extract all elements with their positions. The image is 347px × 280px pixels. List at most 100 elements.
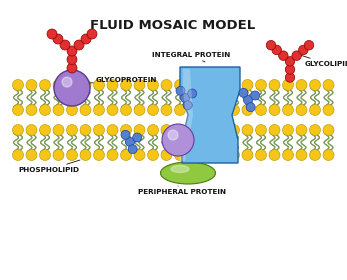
Circle shape — [282, 150, 294, 160]
Circle shape — [183, 101, 192, 110]
Circle shape — [26, 104, 37, 115]
Circle shape — [292, 51, 302, 60]
Circle shape — [162, 124, 194, 156]
Circle shape — [12, 80, 24, 90]
Circle shape — [229, 104, 239, 115]
Circle shape — [244, 95, 253, 104]
Circle shape — [188, 80, 199, 90]
Circle shape — [323, 125, 334, 136]
Circle shape — [161, 125, 172, 136]
Circle shape — [285, 73, 295, 82]
Circle shape — [93, 80, 104, 90]
Circle shape — [53, 80, 64, 90]
Text: INTEGRAL PROTEIN: INTEGRAL PROTEIN — [152, 52, 230, 62]
Circle shape — [242, 80, 253, 90]
Text: PHOSPHOLIPID: PHOSPHOLIPID — [18, 160, 80, 173]
Circle shape — [229, 150, 239, 160]
Circle shape — [202, 104, 212, 115]
Circle shape — [188, 104, 199, 115]
Circle shape — [168, 130, 178, 140]
Circle shape — [215, 150, 226, 160]
Circle shape — [175, 104, 186, 115]
Circle shape — [40, 125, 51, 136]
Circle shape — [67, 63, 77, 73]
Circle shape — [304, 40, 314, 50]
Circle shape — [242, 150, 253, 160]
Polygon shape — [179, 69, 193, 161]
Circle shape — [40, 80, 51, 90]
Circle shape — [53, 150, 64, 160]
Circle shape — [269, 80, 280, 90]
Circle shape — [67, 150, 77, 160]
Circle shape — [81, 34, 91, 44]
Circle shape — [54, 70, 90, 106]
Ellipse shape — [171, 165, 189, 172]
Circle shape — [147, 104, 159, 115]
Circle shape — [310, 150, 321, 160]
Circle shape — [80, 125, 91, 136]
Circle shape — [60, 40, 70, 50]
Circle shape — [12, 150, 24, 160]
Circle shape — [310, 104, 321, 115]
Circle shape — [298, 45, 308, 55]
Circle shape — [282, 125, 294, 136]
Circle shape — [296, 104, 307, 115]
Circle shape — [323, 80, 334, 90]
Circle shape — [202, 80, 212, 90]
Circle shape — [121, 130, 130, 139]
Circle shape — [215, 80, 226, 90]
Circle shape — [147, 125, 159, 136]
Circle shape — [134, 125, 145, 136]
Circle shape — [93, 104, 104, 115]
Circle shape — [251, 91, 260, 100]
Circle shape — [40, 104, 51, 115]
Circle shape — [53, 104, 64, 115]
Circle shape — [285, 57, 295, 66]
Circle shape — [62, 77, 72, 87]
Circle shape — [93, 125, 104, 136]
Circle shape — [47, 29, 57, 39]
Circle shape — [133, 133, 142, 142]
Text: FLUID MOSAIC MODEL: FLUID MOSAIC MODEL — [90, 19, 256, 32]
Circle shape — [147, 80, 159, 90]
Circle shape — [80, 150, 91, 160]
Circle shape — [242, 125, 253, 136]
Circle shape — [74, 40, 84, 50]
Circle shape — [161, 80, 172, 90]
Circle shape — [26, 80, 37, 90]
Polygon shape — [180, 67, 240, 163]
Circle shape — [310, 125, 321, 136]
Circle shape — [255, 150, 266, 160]
Circle shape — [67, 80, 77, 90]
Circle shape — [215, 125, 226, 136]
Circle shape — [175, 80, 186, 90]
Circle shape — [67, 104, 77, 115]
Circle shape — [161, 104, 172, 115]
Circle shape — [188, 150, 199, 160]
Circle shape — [120, 80, 132, 90]
Circle shape — [12, 125, 24, 136]
Circle shape — [279, 51, 288, 60]
Circle shape — [175, 125, 186, 136]
Circle shape — [202, 150, 212, 160]
Circle shape — [107, 150, 118, 160]
Circle shape — [282, 104, 294, 115]
Circle shape — [67, 46, 77, 56]
Circle shape — [202, 125, 212, 136]
Circle shape — [296, 80, 307, 90]
Circle shape — [67, 125, 77, 136]
Circle shape — [120, 104, 132, 115]
Circle shape — [80, 80, 91, 90]
Circle shape — [134, 150, 145, 160]
Circle shape — [310, 80, 321, 90]
Circle shape — [269, 150, 280, 160]
Circle shape — [128, 145, 137, 154]
Circle shape — [215, 104, 226, 115]
Circle shape — [242, 104, 253, 115]
Circle shape — [120, 125, 132, 136]
Circle shape — [87, 29, 97, 39]
Circle shape — [134, 80, 145, 90]
Circle shape — [80, 104, 91, 115]
Circle shape — [255, 104, 266, 115]
Circle shape — [239, 88, 248, 97]
